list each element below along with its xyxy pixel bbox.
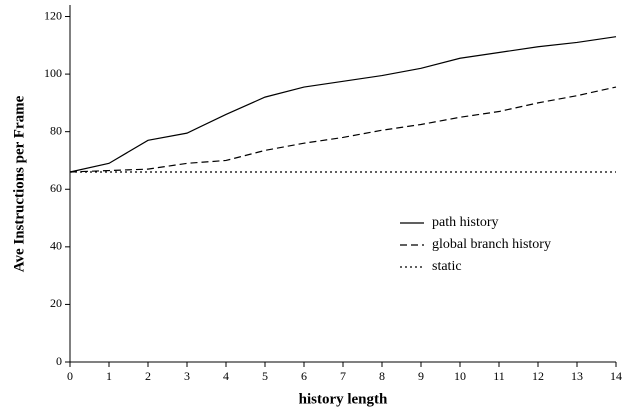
x-tick-label: 3 — [184, 369, 190, 383]
x-tick-label: 8 — [379, 369, 385, 383]
x-tick-label: 13 — [571, 369, 583, 383]
legend-label: path history — [432, 215, 499, 230]
y-tick-label: 0 — [56, 354, 62, 368]
x-tick-label: 14 — [610, 369, 622, 383]
y-tick-label: 60 — [50, 181, 62, 195]
x-tick-label: 0 — [67, 369, 73, 383]
line-series — [69, 36, 617, 173]
x-tick-label: 11 — [493, 369, 505, 383]
x-tick-label: 5 — [262, 369, 268, 383]
y-tick-label: 80 — [50, 123, 62, 137]
x-tick-label: 2 — [145, 369, 151, 383]
x-tick-label: 10 — [454, 369, 466, 383]
legend-label: static — [432, 259, 462, 274]
x-tick-label: 1 — [106, 369, 112, 383]
x-tick-label: 6 — [301, 369, 307, 383]
line-series — [69, 86, 617, 173]
y-tick-label: 100 — [44, 66, 62, 80]
y-axis-label: Ave Instructions per Frame — [11, 95, 27, 272]
x-tick-label: 12 — [532, 369, 544, 383]
y-tick-label: 40 — [50, 239, 62, 253]
legend-label: global branch history — [432, 237, 551, 252]
x-tick-label: 9 — [418, 369, 424, 383]
y-tick-label: 120 — [44, 8, 62, 22]
x-tick-label: 4 — [223, 369, 229, 383]
x-tick-label: 7 — [340, 369, 346, 383]
x-axis-label: history length — [299, 391, 388, 407]
y-tick-label: 20 — [50, 296, 62, 310]
